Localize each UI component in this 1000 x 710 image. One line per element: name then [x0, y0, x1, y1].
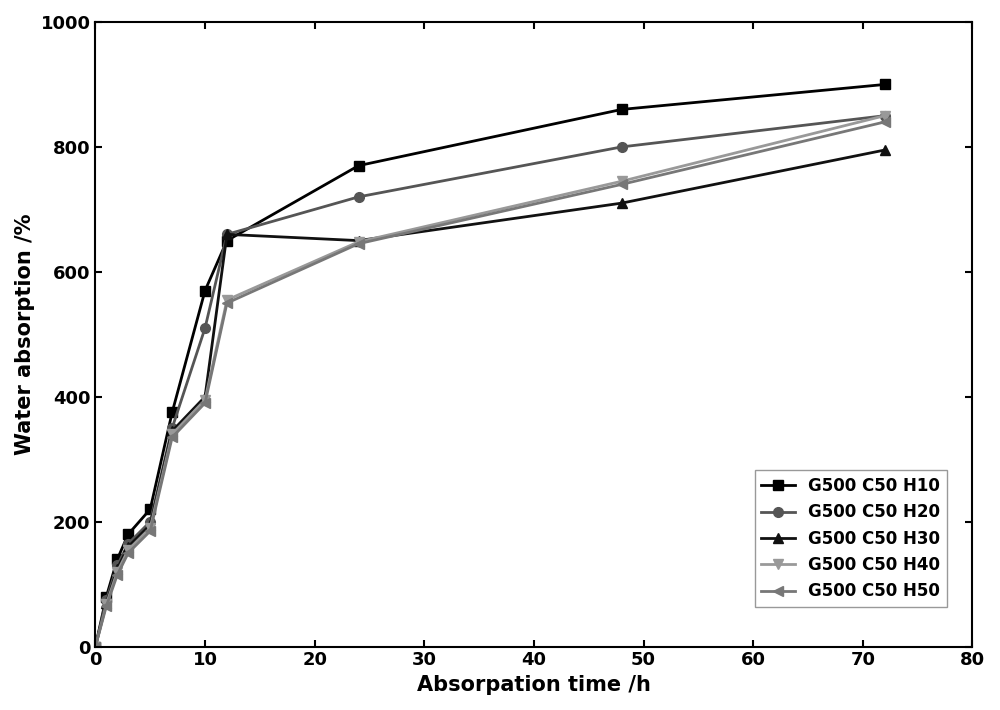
G500 C50 H40 [221, 295, 233, 304]
G500 C50 H10 [353, 161, 365, 170]
G500 C50 H50 [879, 118, 891, 126]
G500 C50 H40 [199, 395, 211, 404]
G500 C50 H10 [122, 530, 134, 538]
G500 C50 H10 [879, 80, 891, 89]
G500 C50 H40 [879, 111, 891, 120]
G500 C50 H30 [144, 520, 156, 529]
G500 C50 H30 [100, 599, 112, 607]
G500 C50 H40 [166, 430, 178, 439]
G500 C50 H30 [353, 236, 365, 245]
G500 C50 H20 [100, 596, 112, 604]
G500 C50 H10 [199, 286, 211, 295]
G500 C50 H10 [616, 105, 628, 114]
G500 C50 H50 [144, 527, 156, 535]
G500 C50 H30 [616, 199, 628, 207]
G500 C50 H20 [616, 143, 628, 151]
G500 C50 H40 [616, 177, 628, 185]
G500 C50 H10 [89, 643, 101, 651]
G500 C50 H50 [111, 571, 123, 579]
G500 C50 H30 [89, 643, 101, 651]
Legend: G500 C50 H10, G500 C50 H20, G500 C50 H30, G500 C50 H40, G500 C50 H50: G500 C50 H10, G500 C50 H20, G500 C50 H30… [755, 470, 947, 607]
Line: G500 C50 H50: G500 C50 H50 [91, 117, 890, 652]
G500 C50 H20 [89, 643, 101, 651]
G500 C50 H20 [166, 424, 178, 432]
G500 C50 H50 [616, 180, 628, 189]
G500 C50 H10 [111, 555, 123, 564]
G500 C50 H50 [89, 643, 101, 651]
G500 C50 H40 [100, 600, 112, 608]
G500 C50 H50 [199, 399, 211, 408]
G500 C50 H40 [144, 524, 156, 532]
Line: G500 C50 H20: G500 C50 H20 [91, 111, 890, 652]
G500 C50 H40 [89, 643, 101, 651]
G500 C50 H40 [353, 238, 365, 246]
Line: G500 C50 H40: G500 C50 H40 [91, 111, 890, 652]
G500 C50 H50 [353, 239, 365, 248]
G500 C50 H10 [100, 592, 112, 601]
G500 C50 H20 [353, 192, 365, 201]
G500 C50 H10 [221, 236, 233, 245]
G500 C50 H20 [144, 518, 156, 526]
G500 C50 H20 [122, 540, 134, 548]
G500 C50 H10 [166, 408, 178, 417]
Line: G500 C50 H30: G500 C50 H30 [91, 145, 890, 652]
G500 C50 H30 [166, 427, 178, 435]
G500 C50 H10 [144, 505, 156, 513]
G500 C50 H50 [100, 602, 112, 611]
Y-axis label: Water absorption /%: Water absorption /% [15, 214, 35, 455]
G500 C50 H50 [166, 433, 178, 442]
G500 C50 H30 [221, 230, 233, 239]
G500 C50 H50 [122, 549, 134, 557]
G500 C50 H20 [199, 324, 211, 332]
G500 C50 H30 [879, 146, 891, 154]
G500 C50 H40 [111, 567, 123, 576]
G500 C50 H40 [122, 545, 134, 554]
G500 C50 H20 [111, 561, 123, 569]
G500 C50 H20 [879, 111, 891, 120]
G500 C50 H50 [221, 299, 233, 307]
Line: G500 C50 H10: G500 C50 H10 [91, 80, 890, 652]
G500 C50 H20 [221, 230, 233, 239]
G500 C50 H30 [122, 542, 134, 551]
G500 C50 H30 [111, 564, 123, 573]
X-axis label: Absorpation time /h: Absorpation time /h [417, 675, 651, 695]
G500 C50 H30 [199, 393, 211, 401]
